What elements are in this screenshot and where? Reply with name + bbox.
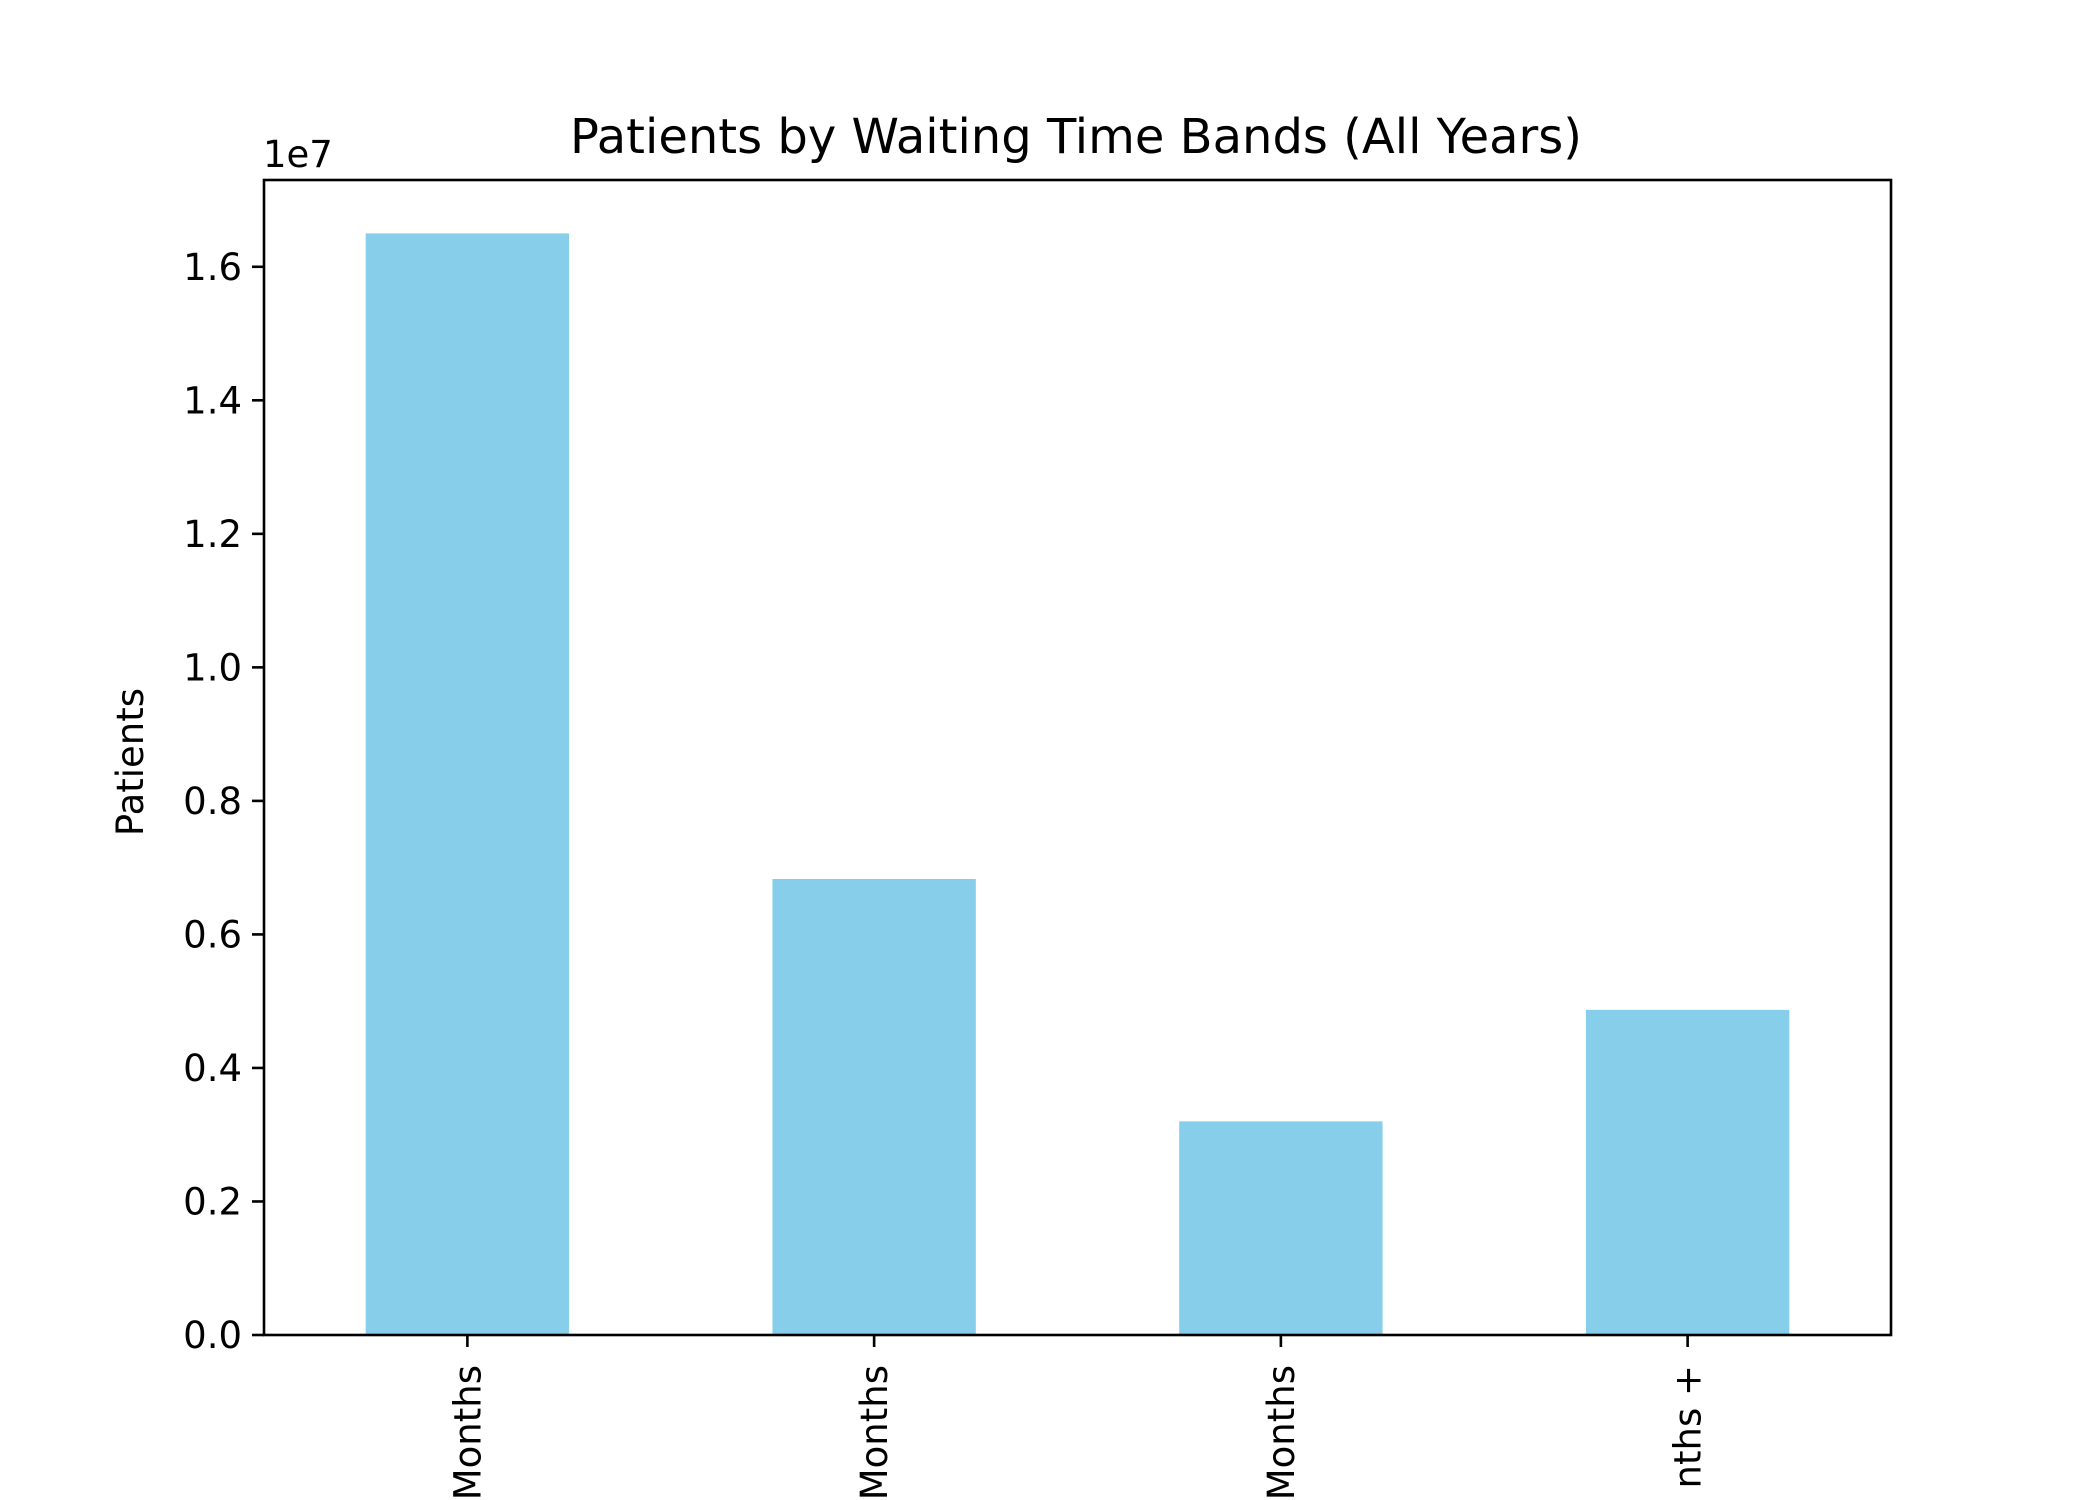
- y-tick-label: 1.2: [183, 513, 242, 556]
- x-tick-label: Months: [446, 1365, 489, 1500]
- y-offset-text: 1e7: [263, 133, 333, 176]
- y-tick-label: 0.0: [183, 1314, 242, 1357]
- x-ticks: Months Months Months nths +: [446, 1335, 1710, 1500]
- chart-title: Patients by Waiting Time Bands (All Year…: [570, 109, 1582, 165]
- y-tick-label: 1.6: [183, 246, 242, 289]
- y-tick-label: 0.6: [183, 913, 242, 956]
- bar-2: [772, 879, 976, 1335]
- y-tick-label: 1.4: [183, 379, 242, 422]
- bar-3: [1179, 1121, 1383, 1335]
- x-tick-label: Months: [853, 1365, 896, 1500]
- bars: [365, 233, 1790, 1335]
- plot-frame: [262, 178, 1893, 1337]
- y-tick-label: 1.0: [183, 646, 242, 689]
- y-axis-label: Patients: [109, 688, 152, 836]
- bar-4: [1585, 1009, 1790, 1335]
- y-tick-label: 0.4: [183, 1047, 242, 1090]
- x-tick-label: nths +: [1667, 1365, 1710, 1488]
- bar-1: [365, 233, 570, 1335]
- y-tick-label: 0.2: [183, 1180, 242, 1223]
- y-tick-label: 0.8: [183, 780, 242, 823]
- x-tick-label: Months: [1260, 1365, 1303, 1500]
- y-ticks: 0.0 0.2 0.4 0.6 0.8 1.0 1.2 1.4 1.6: [183, 246, 264, 1357]
